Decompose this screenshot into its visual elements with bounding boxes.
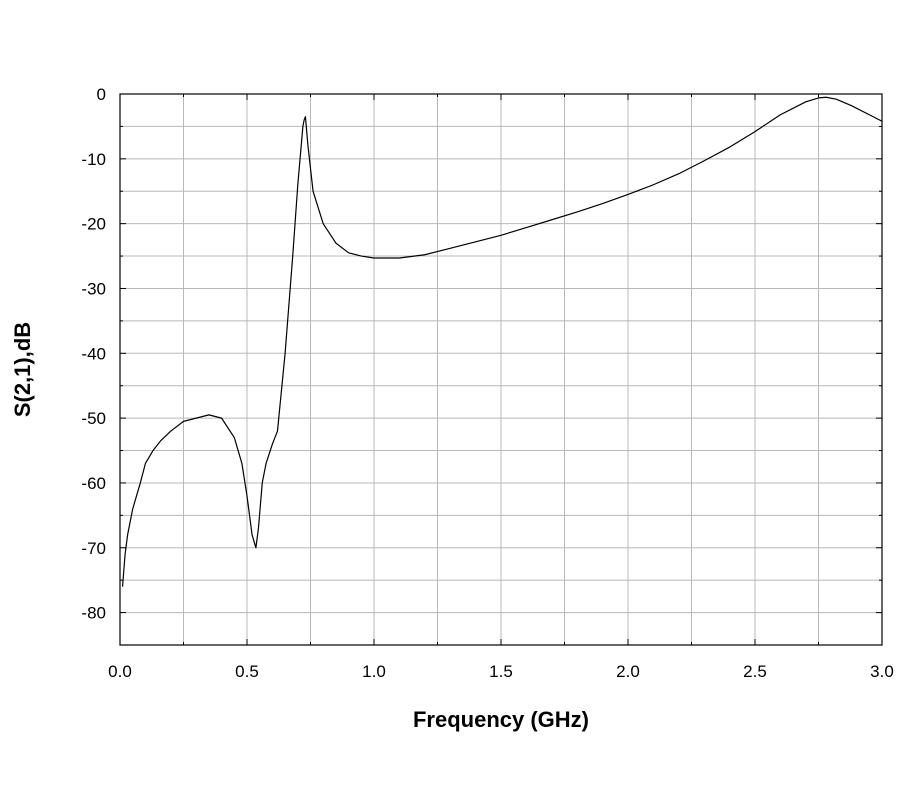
x-tick-label: 2.5 — [743, 662, 767, 681]
y-tick-label: -30 — [81, 279, 106, 298]
x-tick-label: 2.0 — [616, 662, 640, 681]
y-tick-labels: 0 -10 -20 -30 -40 -50 -60 -70 -80 — [81, 85, 106, 623]
y-tick-label: -70 — [81, 539, 106, 558]
y-tick-label: -40 — [81, 344, 106, 363]
x-axis-label: Frequency (GHz) — [413, 707, 589, 732]
series-line-s21 — [121, 96, 883, 587]
grid-layer — [120, 94, 882, 645]
x-tick-label: 0.0 — [108, 662, 132, 681]
y-tick-label: -60 — [81, 474, 106, 493]
y-tick-label: -50 — [81, 409, 106, 428]
y-tick-label: -80 — [81, 604, 106, 623]
y-tick-label: -20 — [81, 215, 106, 234]
x-tick-labels: 0.0 0.5 1.0 1.5 2.0 2.5 3.0 — [108, 662, 894, 681]
plot-frame — [119, 93, 883, 646]
x-tick-label: 1.5 — [489, 662, 513, 681]
x-tick-label: 1.0 — [362, 662, 386, 681]
y-tick-label: 0 — [97, 85, 106, 104]
y-tick-label: -10 — [81, 150, 106, 169]
x-tick-label: 0.5 — [235, 662, 259, 681]
y-axis-label: S(2,1),dB — [10, 322, 35, 417]
x-tick-label: 3.0 — [870, 662, 894, 681]
